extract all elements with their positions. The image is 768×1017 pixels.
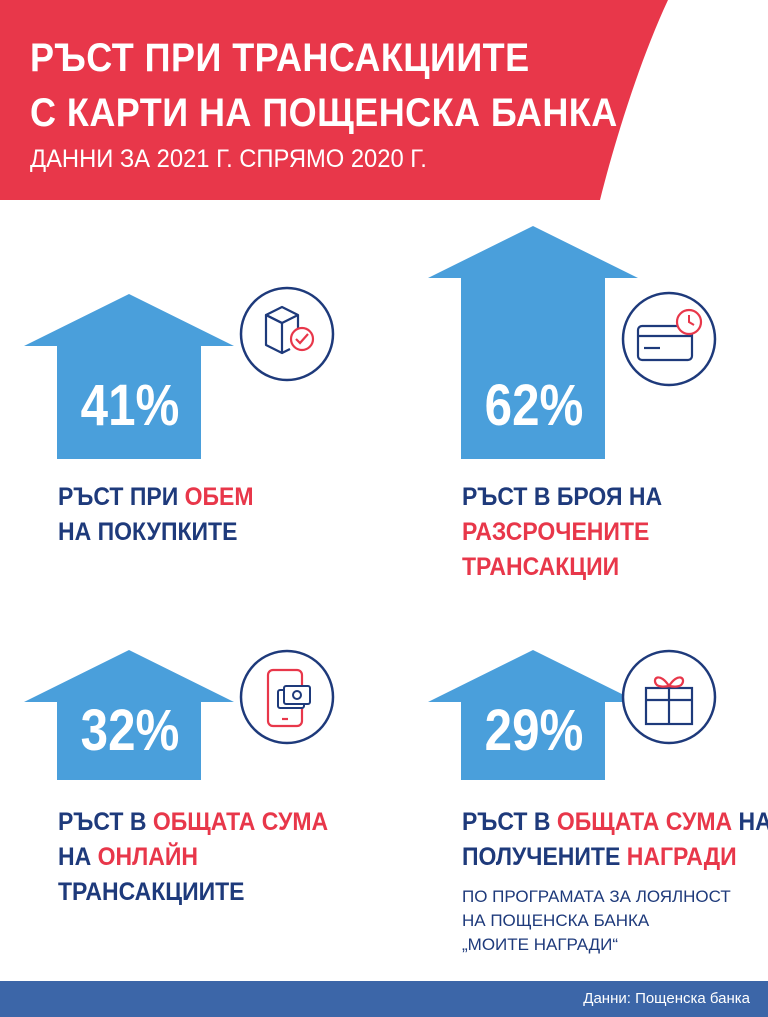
header-banner	[0, 0, 668, 200]
growth-arrow-1	[24, 294, 234, 459]
growth-arrow-3	[24, 650, 234, 780]
caption-installment-count: РЪСТ В БРОЯ НА РАЗСРОЧЕНИТЕ ТРАНСАКЦИИ	[462, 483, 663, 581]
card-clock-icon	[621, 291, 717, 387]
growth-arrow-4	[428, 650, 638, 780]
title-line-1: РЪСТ ПРИ ТРАНСАКЦИИТЕ	[30, 36, 530, 80]
stat-value-29: 29%	[484, 698, 584, 763]
phone-money-icon	[239, 649, 335, 745]
gift-icon	[621, 649, 717, 745]
footer-bar: Данни: Пощенска банка	[0, 981, 768, 1017]
growth-arrow-2	[428, 226, 638, 459]
stat-value-41: 41%	[80, 373, 180, 438]
caption-purchase-volume: РЪСТ ПРИ ОБЕМ НА ПОКУПКИТЕ	[58, 483, 254, 546]
stat-value-32: 32%	[80, 698, 180, 763]
caption-rewards-sum: РЪСТ В ОБЩАТА СУМА НА ПОЛУЧЕНИТЕ НАГРАДИ	[462, 808, 768, 871]
stat-value-62: 62%	[484, 373, 584, 438]
source-credit: Данни: Пощенска банка	[583, 990, 750, 1007]
caption-online-sum: РЪСТ В ОБЩАТА СУМА НА ОНЛАЙН ТРАНСАКЦИИТ…	[58, 808, 329, 906]
box-check-icon	[239, 286, 335, 382]
title-line-2: С КАРТИ НА ПОЩЕНСКА БАНКА	[30, 91, 618, 135]
loyalty-program-note: ПО ПРОГРАМАТА ЗА ЛОЯЛНОСТ НА ПОЩЕНСКА БА…	[462, 887, 731, 954]
subtitle: ДАННИ ЗА 2021 Г. СПРЯМО 2020 Г.	[30, 145, 427, 173]
